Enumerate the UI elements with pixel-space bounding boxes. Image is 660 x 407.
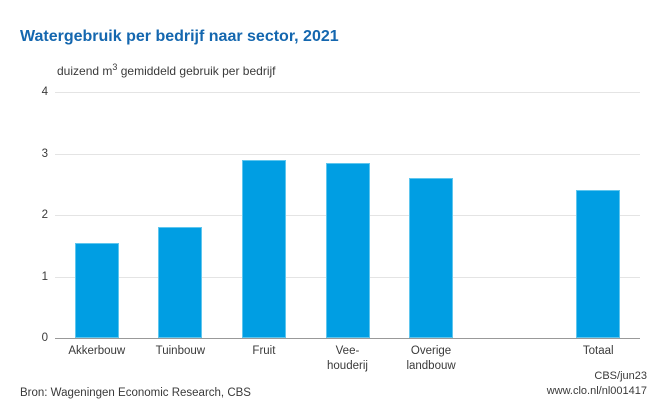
unit-superscript: 3 bbox=[112, 62, 118, 72]
gridline bbox=[55, 153, 640, 155]
bar-fruit bbox=[241, 159, 286, 338]
credit-url: www.clo.nl/nl001417 bbox=[546, 384, 647, 397]
x-axis-line bbox=[55, 338, 640, 339]
y-tick-label: 0 bbox=[41, 332, 48, 344]
y-tick-label: 4 bbox=[41, 86, 48, 98]
x-axis-label: Akkerbouw bbox=[68, 345, 126, 357]
credit-cbs: CBS/jun23 bbox=[594, 370, 647, 382]
gridline bbox=[55, 92, 640, 93]
page-title: Watergebruik per bedrijf naar sector, 20… bbox=[20, 28, 339, 45]
y-tick-label: 3 bbox=[41, 147, 48, 160]
unit-text-suffix: gemiddeld gebruik per bedrijf bbox=[117, 64, 276, 78]
bar-tuinbouw bbox=[158, 227, 203, 338]
x-axis-label: Fruit bbox=[252, 345, 276, 357]
bar-vee-houderij bbox=[325, 162, 370, 338]
y-tick-label: 1 bbox=[41, 270, 48, 283]
credit-block: CBS/jun23 www.clo.nl/nl001417 bbox=[547, 369, 647, 398]
x-axis-label: Totaal bbox=[582, 345, 614, 357]
chart-subtitle: duizend m3 gemiddeld gebruik per bedrijf bbox=[57, 62, 276, 79]
x-axis-label: Tuinbouw bbox=[155, 345, 206, 357]
bar-akkerbouw bbox=[74, 242, 119, 338]
x-axis-label: Overige landbouw bbox=[406, 345, 456, 372]
x-axis-label: Vee- houderij bbox=[327, 345, 368, 372]
y-tick-label: 2 bbox=[41, 209, 48, 221]
bar-overigelandbouw bbox=[409, 178, 454, 338]
bar-totaal bbox=[576, 190, 621, 338]
unit-text-prefix: duizend m bbox=[57, 64, 113, 78]
source-text: Bron: Wageningen Economic Research, CBS bbox=[20, 387, 251, 399]
